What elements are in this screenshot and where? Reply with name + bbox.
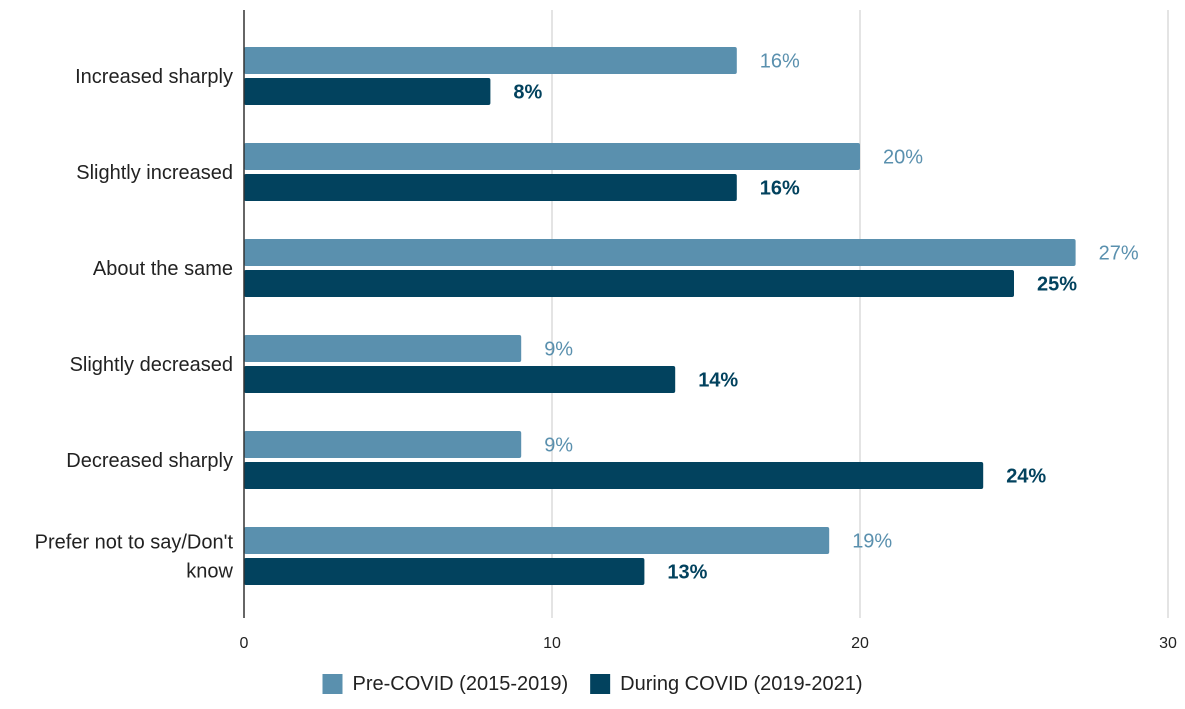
x-tick-label: 10 (543, 635, 561, 652)
legend: Pre-COVID (2015-2019) During COVID (2019-… (322, 673, 863, 695)
data-label: 27% (1099, 243, 1139, 265)
bar-during-covid (244, 558, 645, 585)
category-label: Slightly increased (76, 162, 233, 184)
data-label: 14% (698, 370, 738, 392)
bar-pre-covid (244, 431, 522, 458)
bars-layer (244, 47, 1076, 585)
bar-during-covid (244, 174, 737, 201)
category-label: Increased sharply (75, 66, 233, 88)
x-tick-label: 20 (851, 635, 869, 652)
bar-pre-covid (244, 239, 1076, 266)
x-tick-label: 30 (1159, 635, 1177, 652)
data-label: 16% (760, 51, 800, 73)
data-label: 19% (852, 531, 892, 553)
legend-label: Pre-COVID (2015-2019) (353, 673, 569, 695)
grid-layer (551, 10, 1169, 618)
category-label: Decreased sharply (66, 450, 233, 472)
x-tick-label: 0 (240, 635, 249, 652)
legend-label: During COVID (2019-2021) (620, 673, 862, 695)
category-label: Slightly decreased (70, 354, 233, 376)
bar-pre-covid (244, 527, 830, 554)
category-label: know (186, 561, 233, 583)
labels-layer: Increased sharply Slightly increased About… (35, 51, 1139, 584)
bar-pre-covid (244, 47, 737, 74)
legend-swatch (322, 674, 343, 694)
bar-during-covid (244, 462, 984, 489)
bar-pre-covid (244, 143, 860, 170)
data-label: 16% (760, 178, 800, 200)
bar-during-covid (244, 366, 676, 393)
data-label: 20% (883, 147, 923, 169)
data-label: 9% (544, 339, 573, 361)
bar-during-covid (244, 78, 491, 105)
legend-swatch (590, 674, 611, 694)
data-label: 8% (513, 82, 542, 104)
category-label: About the same (93, 258, 233, 280)
data-label: 9% (544, 435, 573, 457)
data-label: 13% (667, 562, 707, 584)
category-label: Prefer not to say/Don't (35, 532, 234, 554)
data-label: 24% (1006, 466, 1046, 488)
bar-pre-covid (244, 335, 522, 362)
data-label: 25% (1037, 274, 1077, 296)
axis-layer: 0 10 20 30 (240, 10, 1177, 652)
bar-during-covid (244, 270, 1014, 297)
